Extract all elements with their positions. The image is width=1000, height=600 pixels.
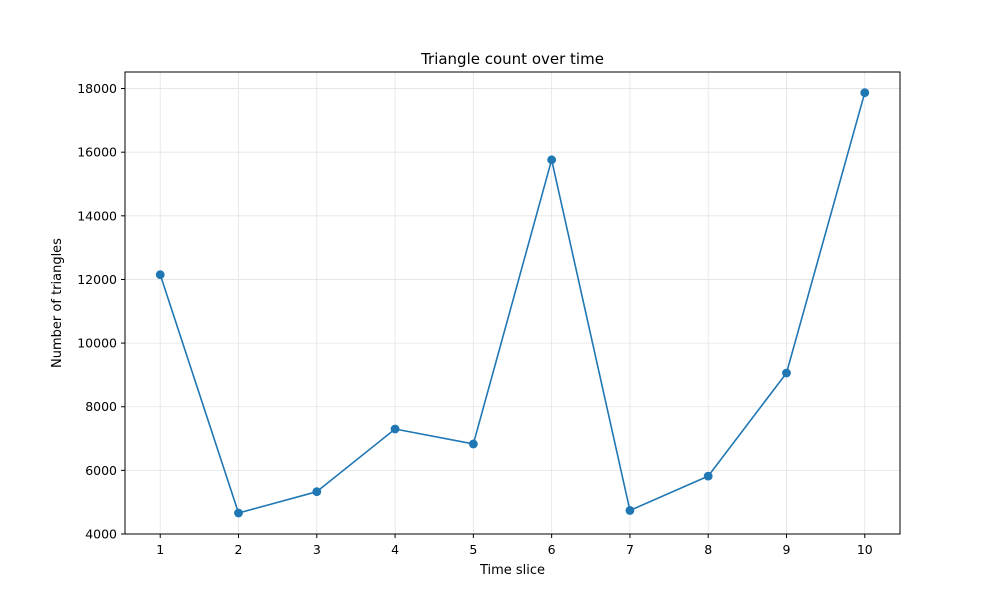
data-point [782, 368, 791, 378]
data-point [234, 508, 243, 518]
plot-frame [124, 71, 901, 535]
series-layer [155, 88, 870, 518]
chart-title: Triangle count over time [420, 50, 604, 68]
x-tick-label: 2 [235, 542, 243, 557]
x-tick-label: 6 [548, 542, 556, 557]
data-point [547, 155, 557, 165]
x-tick-label: 3 [313, 542, 321, 557]
y-tick-label: 18000 [77, 81, 117, 96]
y-tick-label: 14000 [77, 208, 117, 223]
data-point [312, 487, 322, 497]
data-point [625, 506, 635, 515]
series-line [159, 92, 866, 514]
x-tick-label: 7 [626, 542, 634, 557]
x-tick-label: 9 [783, 542, 791, 557]
y-tick-label: 16000 [77, 145, 117, 160]
axis-ticks: 1 2 3 4 5 6 7 8 9 10 4000 6000 8000 10000 12000 14000 16… [77, 81, 873, 557]
y-tick-label: 8000 [85, 399, 117, 414]
x-tick-label: 8 [704, 542, 712, 557]
y-tick-label: 4000 [85, 527, 117, 542]
data-point [155, 270, 165, 280]
y-tick-label: 12000 [77, 272, 117, 287]
x-tick-label: 1 [156, 542, 164, 557]
data-point [860, 88, 870, 98]
x-tick-label: 5 [469, 542, 477, 557]
x-tick-label: 10 [857, 542, 873, 557]
data-point [468, 439, 478, 449]
y-axis-label: Number of triangles [50, 238, 65, 368]
x-axis-label: Time slice [479, 563, 545, 578]
x-tick-label: 4 [391, 542, 399, 557]
y-tick-label: 6000 [85, 463, 117, 478]
data-point [390, 424, 400, 434]
data-point [703, 471, 713, 481]
y-tick-label: 10000 [77, 336, 117, 351]
